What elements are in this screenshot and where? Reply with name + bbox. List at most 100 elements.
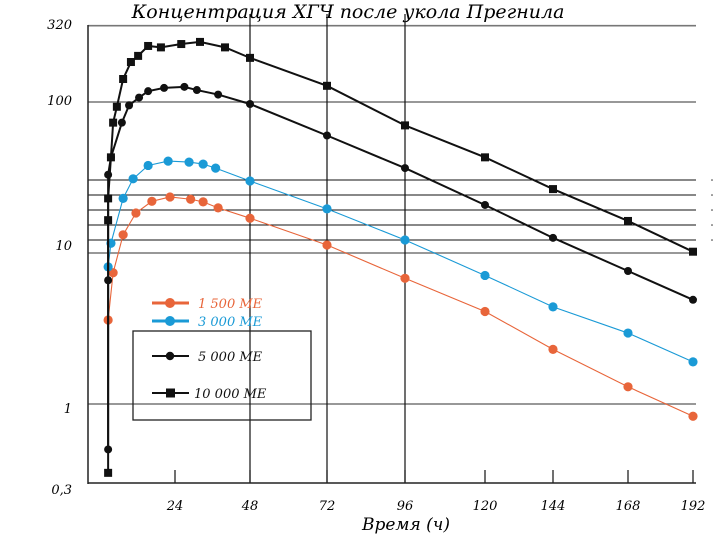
data-point xyxy=(180,82,189,91)
data-point xyxy=(160,83,169,92)
data-point-square xyxy=(624,216,632,225)
legend-box xyxy=(132,330,312,421)
data-point-square xyxy=(144,41,153,50)
data-point xyxy=(117,118,126,127)
data-point xyxy=(548,302,558,312)
data-point xyxy=(118,193,128,203)
data-point-square xyxy=(689,247,697,256)
legend-label: 10 000 МЕ xyxy=(194,387,267,402)
data-point xyxy=(323,131,331,140)
data-point xyxy=(165,192,175,202)
data-point-square xyxy=(221,43,229,52)
series-1 xyxy=(103,192,698,421)
data-point-square xyxy=(196,37,204,46)
data-point xyxy=(549,233,557,242)
data-point xyxy=(186,194,196,204)
legend: 1 500 МЕ 3 000 МЕ 5 000 МЕ 10 000 МЕ xyxy=(132,297,312,421)
legend-marker xyxy=(165,298,175,308)
data-point xyxy=(125,101,134,110)
data-point xyxy=(131,208,141,218)
data-point-square xyxy=(104,194,113,203)
data-point xyxy=(192,86,201,95)
data-point xyxy=(214,90,223,99)
data-point xyxy=(688,411,698,421)
data-point-square xyxy=(323,81,331,90)
y-tick-label: 10 xyxy=(55,239,72,254)
series-line xyxy=(107,196,694,417)
data-point xyxy=(147,196,157,206)
data-point xyxy=(118,230,128,240)
data-point-square xyxy=(177,40,186,49)
data-point xyxy=(688,357,698,367)
data-point xyxy=(480,270,490,281)
y-tick-label: 100 xyxy=(47,94,72,109)
y-tick-label: 1 xyxy=(64,402,72,417)
y-tick-label: 320 xyxy=(47,18,72,33)
data-point xyxy=(245,176,255,186)
data-point xyxy=(128,174,138,184)
data-point-square xyxy=(156,43,165,52)
data-point-square xyxy=(246,53,254,62)
data-point-square xyxy=(134,51,143,60)
data-point xyxy=(246,99,254,108)
data-point-square xyxy=(109,118,118,127)
series-line xyxy=(107,40,694,473)
data-point xyxy=(322,240,332,250)
data-point xyxy=(135,93,144,102)
data-point xyxy=(163,156,173,166)
data-point xyxy=(480,306,490,317)
data-point xyxy=(322,204,332,214)
data-point xyxy=(213,203,223,213)
reference-dot xyxy=(711,209,713,211)
data-point-square xyxy=(481,153,489,162)
legend-marker xyxy=(165,316,175,326)
data-point xyxy=(689,295,697,304)
series-4 xyxy=(104,37,697,477)
y-tick-label: 0,3 xyxy=(51,483,72,498)
reference-dot xyxy=(711,224,713,226)
axes: 24 48 72 96 120 144 168 192 320 100 10 1 0,3 xyxy=(47,18,705,514)
chart-title: Концентрация ХГЧ после укола Прегнила xyxy=(131,1,565,23)
legend-label: 5 000 МЕ xyxy=(198,350,263,365)
data-point xyxy=(624,266,632,275)
data-point xyxy=(211,163,221,173)
data-point-square xyxy=(112,102,121,111)
series-layer xyxy=(103,37,698,477)
data-point-square xyxy=(549,185,557,194)
data-point xyxy=(198,197,208,207)
legend-marker xyxy=(165,351,175,361)
data-point xyxy=(623,382,633,392)
data-point xyxy=(548,344,558,354)
data-point-square xyxy=(126,58,135,67)
data-point xyxy=(245,213,255,223)
x-tick-label: 72 xyxy=(319,499,336,514)
data-point xyxy=(184,157,194,167)
x-tick-label: 120 xyxy=(473,499,498,514)
data-point-square xyxy=(119,75,128,84)
data-point xyxy=(143,160,153,171)
data-point-square xyxy=(401,121,409,130)
legend-marker-square xyxy=(166,388,175,398)
x-tick-label: 192 xyxy=(681,499,706,514)
data-point-square xyxy=(106,153,115,162)
x-tick-label: 168 xyxy=(616,499,641,514)
x-axis-label: Время (ч) xyxy=(361,515,450,535)
data-point xyxy=(401,164,409,173)
data-point xyxy=(198,159,208,169)
data-point xyxy=(481,200,489,209)
x-tick-label: 24 xyxy=(166,499,184,514)
reference-dot xyxy=(711,194,713,196)
x-tick-label: 96 xyxy=(397,499,414,514)
x-tick-label: 144 xyxy=(541,499,566,514)
data-point xyxy=(400,273,410,283)
legend-label: 3 000 МЕ xyxy=(198,315,263,330)
legend-label: 1 500 МЕ xyxy=(198,297,263,312)
grid xyxy=(88,14,713,483)
reference-dot xyxy=(711,179,713,181)
data-point-square xyxy=(104,216,113,225)
data-point xyxy=(623,328,633,338)
series-line xyxy=(107,160,694,363)
x-tick-label: 48 xyxy=(241,499,259,514)
reference-dot xyxy=(711,239,713,241)
